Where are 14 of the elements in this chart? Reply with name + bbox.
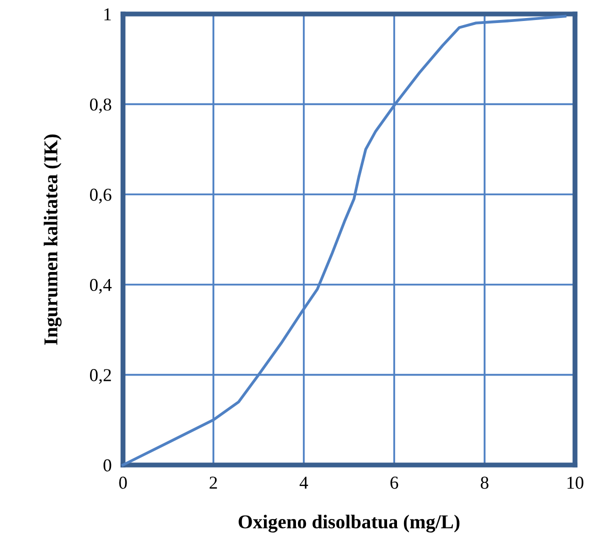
- x-tick-label: 0: [119, 476, 127, 489]
- x-tick-label: 10: [568, 476, 584, 489]
- y-tick-label: 0,8: [90, 98, 112, 114]
- y-axis-title: Ingurumen kalitatea (IK): [44, 134, 62, 345]
- x-axis-title: Oxigeno disolbatua (mg/L): [238, 514, 460, 532]
- x-tick-label: 6: [390, 476, 398, 489]
- y-tick-label: 0,2: [90, 369, 111, 384]
- y-tick-label: 0: [104, 459, 112, 472]
- y-tick-label: 1: [104, 8, 111, 20]
- x-tick-label: 2: [210, 476, 217, 489]
- x-tick-label: 4: [300, 476, 308, 489]
- x-tick-label: 8: [480, 476, 488, 489]
- y-tick-label: 0,6: [90, 188, 112, 204]
- y-tick-label: 0,4: [90, 278, 112, 294]
